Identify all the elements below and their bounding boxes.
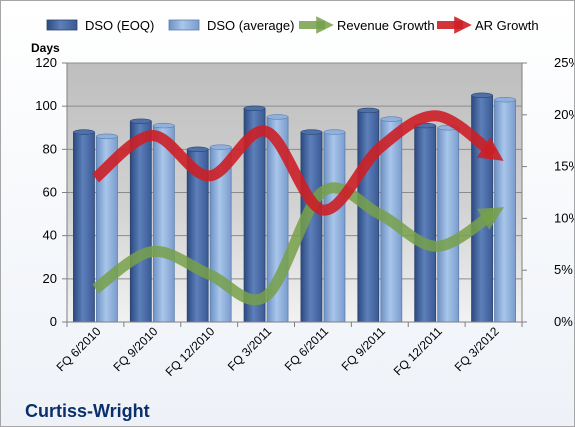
- bar: [471, 94, 493, 323]
- y2-tick-label: 25%: [554, 55, 574, 70]
- legend-swatch: [168, 19, 200, 31]
- bar: [437, 127, 460, 323]
- bar: [494, 99, 516, 323]
- bar-top: [494, 96, 516, 103]
- bar-top: [186, 146, 209, 153]
- legend-item: AR Growth: [437, 16, 539, 34]
- bar-top: [266, 114, 289, 120]
- bar-top: [323, 129, 346, 135]
- legend-swatch: [46, 19, 78, 31]
- legend-item: Revenue Growth: [299, 16, 435, 34]
- bar-top: [209, 144, 232, 150]
- bar-top: [96, 133, 118, 140]
- bar-top: [300, 129, 323, 135]
- bar-top: [380, 116, 403, 122]
- x-tick-label: FQ 6/2011: [282, 324, 332, 374]
- x-tick-label: FQ 3/2012: [452, 324, 502, 374]
- revenue-growth-line: [92, 182, 505, 306]
- y2-tick-label: 15%: [554, 159, 574, 174]
- legend-label: AR Growth: [475, 18, 539, 33]
- y2-tick-label: 5%: [554, 262, 573, 277]
- y2-tick-label: 0%: [554, 314, 573, 329]
- bar: [323, 131, 346, 323]
- legend: DSO (EOQ) DSO (average) Revenue Growth AR G…: [46, 16, 539, 34]
- bar-top: [471, 92, 493, 99]
- bar-top: [153, 122, 175, 129]
- legend-item: DSO (EOQ): [46, 18, 154, 33]
- x-tick-label: FQ 9/2010: [110, 324, 160, 374]
- bar: [152, 125, 175, 323]
- chart-title: Curtiss-Wright: [25, 401, 150, 421]
- y-tick-label: 60: [43, 185, 57, 200]
- x-tick-label: FQ 12/2011: [391, 324, 445, 378]
- legend-label: DSO (average): [207, 18, 294, 33]
- x-tick-label: FQ 9/2011: [339, 324, 389, 374]
- bar-top: [243, 105, 266, 112]
- y-axis-title: Days: [31, 41, 60, 55]
- y-tick-label: 0: [50, 314, 57, 329]
- legend-label: DSO (EOQ): [85, 18, 154, 33]
- x-tick-label: FQ 6/2010: [54, 324, 104, 374]
- bar-top: [130, 118, 152, 124]
- bar-series: [73, 92, 516, 323]
- y-tick-label: 80: [43, 141, 57, 156]
- y-tick-label: 100: [35, 98, 57, 113]
- line-series: [91, 110, 505, 306]
- bar-top: [73, 129, 95, 135]
- bar: [414, 125, 437, 323]
- y-tick-label: 40: [43, 228, 57, 243]
- legend-item: DSO (average): [168, 18, 294, 33]
- y-tick-label: 120: [35, 55, 57, 70]
- x-tick-label: FQ 3/2011: [225, 324, 275, 374]
- y2-tick-label: 10%: [554, 210, 574, 225]
- bar-top: [357, 107, 380, 114]
- bar: [129, 120, 152, 323]
- bar: [73, 131, 95, 323]
- y-tick-label: 20: [43, 271, 57, 286]
- ar-growth-line: [91, 110, 504, 216]
- x-tick-label: FQ 12/2010: [163, 324, 218, 379]
- y2-tick-label: 20%: [554, 107, 574, 122]
- legend-label: Revenue Growth: [337, 18, 435, 33]
